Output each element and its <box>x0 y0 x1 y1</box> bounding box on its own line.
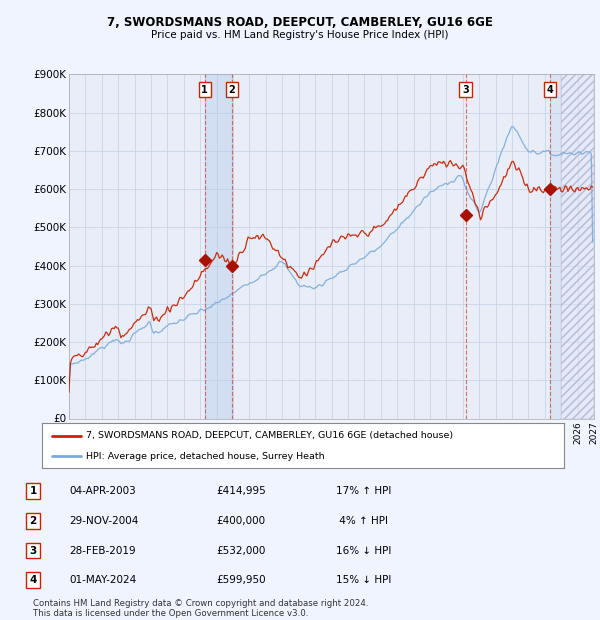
Text: 7, SWORDSMANS ROAD, DEEPCUT, CAMBERLEY, GU16 6GE (detached house): 7, SWORDSMANS ROAD, DEEPCUT, CAMBERLEY, … <box>86 431 454 440</box>
Bar <box>561 74 594 418</box>
Bar <box>561 74 594 418</box>
Text: 1: 1 <box>29 486 37 496</box>
Text: 4% ↑ HPI: 4% ↑ HPI <box>336 516 388 526</box>
Text: 1: 1 <box>202 85 208 95</box>
Bar <box>205 74 232 418</box>
Text: 28-FEB-2019: 28-FEB-2019 <box>69 546 136 556</box>
Bar <box>550 74 594 418</box>
Text: Contains HM Land Registry data © Crown copyright and database right 2024.: Contains HM Land Registry data © Crown c… <box>33 599 368 608</box>
Text: 2: 2 <box>29 516 37 526</box>
Text: 3: 3 <box>462 85 469 95</box>
Text: Price paid vs. HM Land Registry's House Price Index (HPI): Price paid vs. HM Land Registry's House … <box>151 30 449 40</box>
Text: £599,950: £599,950 <box>216 575 266 585</box>
Text: HPI: Average price, detached house, Surrey Heath: HPI: Average price, detached house, Surr… <box>86 451 325 461</box>
Text: 29-NOV-2004: 29-NOV-2004 <box>69 516 139 526</box>
Text: £532,000: £532,000 <box>216 546 265 556</box>
Text: This data is licensed under the Open Government Licence v3.0.: This data is licensed under the Open Gov… <box>33 609 308 618</box>
Text: £400,000: £400,000 <box>216 516 265 526</box>
Text: 3: 3 <box>29 546 37 556</box>
Text: 7, SWORDSMANS ROAD, DEEPCUT, CAMBERLEY, GU16 6GE: 7, SWORDSMANS ROAD, DEEPCUT, CAMBERLEY, … <box>107 16 493 29</box>
Text: 4: 4 <box>547 85 554 95</box>
Text: 4: 4 <box>29 575 37 585</box>
Text: 15% ↓ HPI: 15% ↓ HPI <box>336 575 391 585</box>
Text: 16% ↓ HPI: 16% ↓ HPI <box>336 546 391 556</box>
Text: £414,995: £414,995 <box>216 486 266 496</box>
Text: 2: 2 <box>229 85 235 95</box>
Text: 04-APR-2003: 04-APR-2003 <box>69 486 136 496</box>
Text: 01-MAY-2024: 01-MAY-2024 <box>69 575 136 585</box>
Text: 17% ↑ HPI: 17% ↑ HPI <box>336 486 391 496</box>
